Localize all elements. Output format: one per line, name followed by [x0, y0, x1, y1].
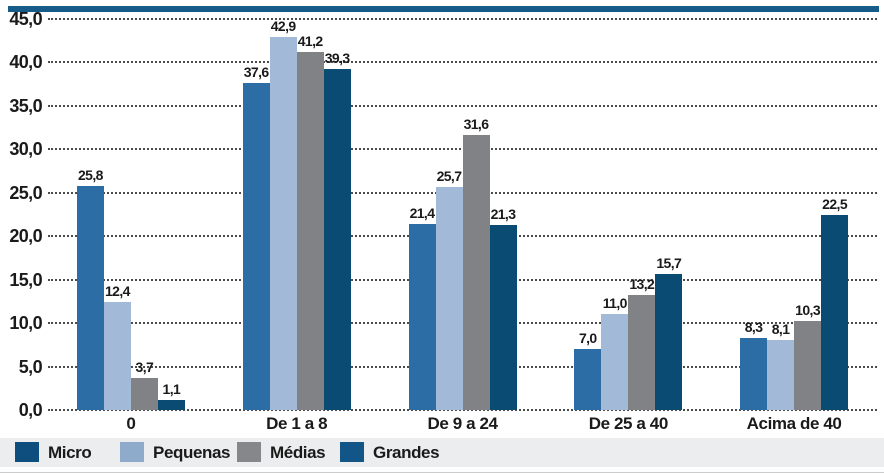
- x-axis-category-label: Acima de 40: [746, 414, 842, 433]
- bar-value-label: 42,9: [270, 18, 296, 35]
- bar-grandes: [655, 273, 683, 410]
- bar-value-label: 22,5: [822, 195, 848, 212]
- y-axis-tick-label: 45,0: [9, 9, 42, 29]
- legend-swatch-micro: [15, 442, 39, 462]
- legend-label: Médias: [270, 443, 326, 462]
- bar-value-label: 8,3: [744, 318, 763, 335]
- gridline: [48, 104, 877, 107]
- legend-swatch-pequenas: [120, 442, 144, 462]
- y-axis-tick-label: 35,0: [9, 95, 42, 116]
- x-axis-category-label: De 25 a 40: [588, 414, 669, 433]
- bar-micro: [408, 224, 436, 410]
- bar-micro: [242, 83, 270, 410]
- bar-pequenas: [601, 314, 629, 410]
- bar-micro: [574, 349, 602, 410]
- bar-value-label: 13,2: [629, 276, 655, 293]
- bar-value-label: 25,7: [436, 167, 462, 184]
- bar-value-label: 1,1: [162, 381, 181, 398]
- y-axis-tick-label: 10,0: [9, 313, 42, 334]
- bar-value-label: 3,7: [135, 358, 154, 375]
- legend-label: Grandes: [373, 443, 440, 462]
- bar-value-label: 39,3: [324, 49, 350, 66]
- legend-swatch-médias: [237, 442, 261, 462]
- gridline: [48, 409, 877, 411]
- chart-bottom-border: [0, 472, 884, 473]
- bar-value-label: 25,8: [77, 166, 103, 183]
- bar-value-label: 31,6: [463, 116, 489, 133]
- bar-grandes: [323, 68, 351, 410]
- legend: Micro Pequenas Médias Grandes: [0, 438, 884, 467]
- bar-value-label: 37,6: [243, 64, 269, 81]
- legend-swatch-grandes: [340, 442, 364, 462]
- y-axis-tick-label: 0,0: [18, 400, 43, 420]
- bar-value-label: 8,1: [771, 320, 790, 337]
- bar-value-label: 11,0: [602, 295, 628, 312]
- bar-grandes: [157, 400, 185, 410]
- bar-médias: [130, 377, 158, 410]
- bar-médias: [296, 52, 324, 410]
- gridline: [48, 61, 877, 64]
- bar-pequenas: [103, 302, 131, 410]
- bar-grandes: [821, 214, 849, 410]
- bar-value-label: 21,3: [490, 205, 516, 222]
- bar-value-label: 12,4: [104, 283, 130, 300]
- bar-grandes: [489, 224, 517, 410]
- bar-médias: [794, 320, 822, 410]
- y-axis-tick-label: 20,0: [9, 226, 42, 247]
- x-axis-category-label: De 9 a 24: [427, 414, 498, 433]
- y-axis-tick-label: 5,0: [18, 356, 43, 377]
- legend-label: Pequenas: [153, 443, 231, 462]
- bar-value-label: 15,7: [656, 254, 682, 271]
- legend-label: Micro: [48, 443, 92, 462]
- y-axis-tick-label: 25,0: [9, 182, 42, 203]
- bar-micro: [76, 185, 104, 410]
- bar-médias: [462, 135, 490, 410]
- bar-médias: [628, 295, 656, 410]
- x-axis-category-label: 0: [126, 414, 136, 433]
- bar-value-label: 7,0: [578, 330, 597, 347]
- bar-pequenas: [435, 186, 463, 410]
- y-axis-tick-label: 30,0: [9, 139, 42, 160]
- chart-top-border: [8, 6, 879, 12]
- y-axis-tick-label: 40,0: [9, 52, 42, 73]
- bar-micro: [740, 337, 768, 410]
- bar-value-label: 10,3: [795, 301, 821, 318]
- gridline: [48, 18, 877, 20]
- bar-pequenas: [767, 339, 795, 410]
- bar-value-label: 21,4: [409, 205, 435, 222]
- bar-value-label: 41,2: [297, 33, 323, 50]
- y-axis-tick-label: 15,0: [9, 269, 42, 290]
- x-axis-category-label: De 1 a 8: [266, 414, 328, 433]
- bar-pequenas: [269, 37, 297, 410]
